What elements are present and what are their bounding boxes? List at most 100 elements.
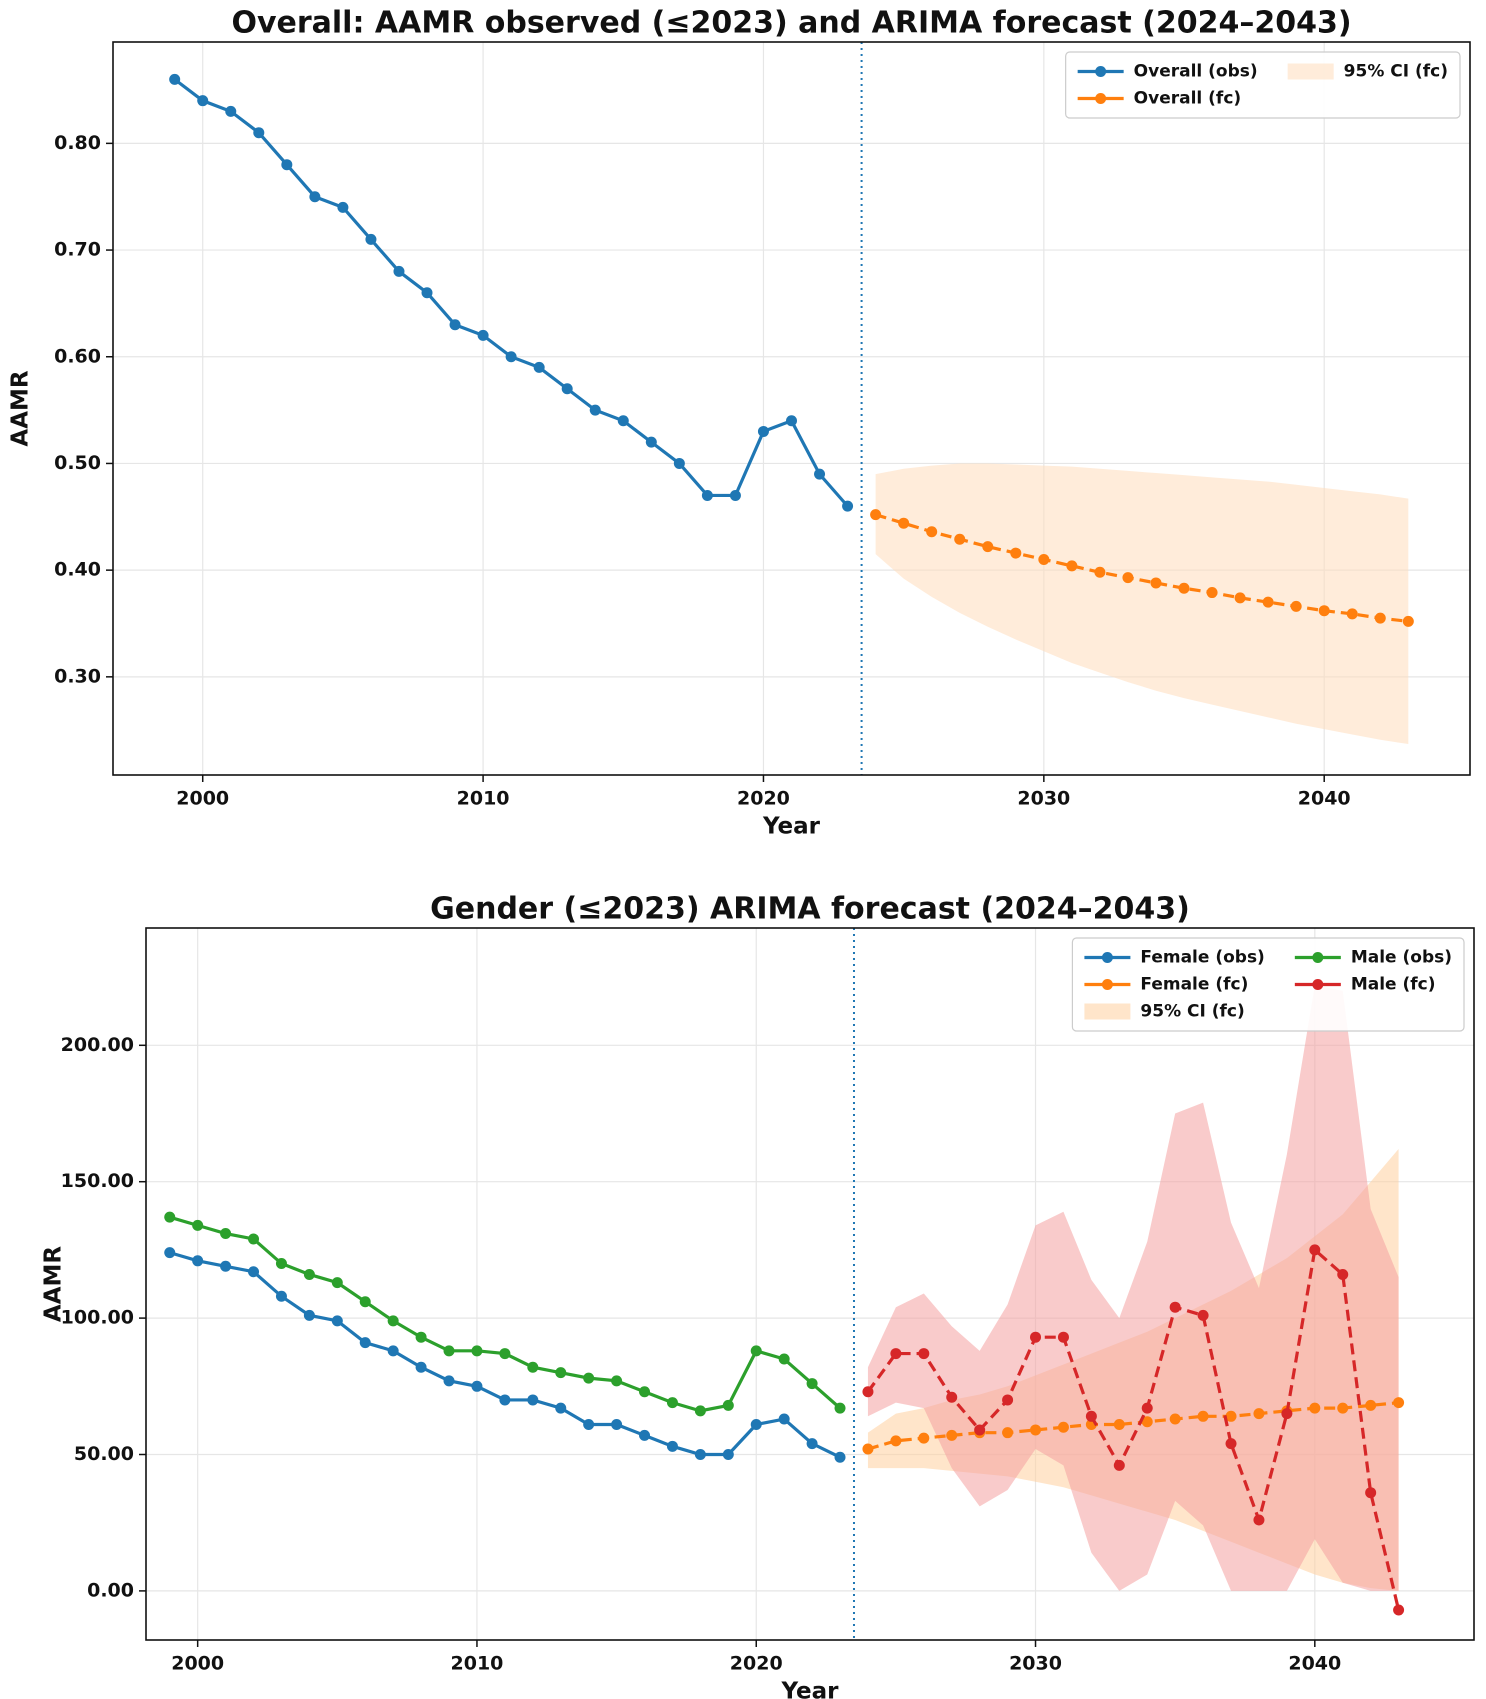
legend-label: Male (obs) <box>1351 948 1452 968</box>
point <box>666 1397 678 1409</box>
legend-label: 95% CI (fc) <box>1344 62 1448 82</box>
point <box>421 287 433 299</box>
point <box>611 1375 623 1387</box>
point <box>1290 600 1302 612</box>
point <box>946 1429 958 1441</box>
point <box>778 1413 790 1425</box>
point <box>169 73 181 85</box>
point <box>834 1451 846 1463</box>
point <box>393 265 405 277</box>
x-tick-label: 2000 <box>176 788 229 810</box>
point <box>192 1219 204 1231</box>
point <box>1094 566 1106 578</box>
legend-label: Male (fc) <box>1351 975 1436 995</box>
point <box>253 127 265 139</box>
y-axis-label: AAMR <box>41 1246 67 1322</box>
series-line <box>866 1246 1401 1611</box>
point <box>842 500 854 512</box>
point <box>694 1405 706 1417</box>
legend-label: Overall (fc) <box>1134 89 1242 109</box>
point <box>806 1438 818 1450</box>
point <box>220 1260 232 1272</box>
point <box>722 1448 734 1460</box>
legend-label: Overall (obs) <box>1134 62 1258 82</box>
point <box>750 1418 762 1430</box>
point <box>1346 608 1358 620</box>
point <box>814 468 826 480</box>
point <box>1010 547 1022 559</box>
point <box>1113 1418 1125 1430</box>
point <box>666 1440 678 1452</box>
point <box>645 436 657 448</box>
legend-swatch <box>1095 66 1107 77</box>
point <box>1030 1331 1042 1343</box>
y-tick-label: 100.00 <box>61 1307 134 1329</box>
y-tick-label: 0.80 <box>54 132 101 154</box>
point <box>890 1435 902 1447</box>
point <box>1085 1410 1097 1422</box>
point <box>1253 1408 1265 1420</box>
point <box>1281 1408 1293 1420</box>
point <box>499 1394 511 1406</box>
point <box>197 95 209 107</box>
point <box>834 1402 846 1414</box>
point <box>862 1386 874 1398</box>
point <box>926 526 938 538</box>
point <box>1141 1402 1153 1414</box>
y-axis-label: AAMR <box>8 370 34 446</box>
point <box>729 489 741 501</box>
point <box>359 1296 371 1308</box>
point <box>946 1391 958 1403</box>
x-tick-label: 2020 <box>737 788 790 810</box>
point <box>1393 1397 1405 1409</box>
point <box>918 1432 930 1444</box>
point <box>1169 1301 1181 1313</box>
point <box>533 361 545 373</box>
x-tick-label: 2040 <box>1288 1653 1341 1675</box>
point <box>477 329 489 341</box>
point <box>555 1402 567 1414</box>
plot-frame <box>112 41 1471 776</box>
point <box>303 1309 315 1321</box>
point <box>275 1290 287 1302</box>
point <box>778 1353 790 1365</box>
point <box>1197 1309 1209 1321</box>
point <box>1057 1331 1069 1343</box>
point <box>1150 577 1162 589</box>
y-tick-label: 0.70 <box>54 239 101 261</box>
point <box>757 425 769 437</box>
point <box>275 1258 287 1270</box>
legend-swatch <box>1101 979 1113 990</box>
point <box>248 1266 260 1278</box>
legend-swatch <box>1287 63 1334 80</box>
y-tick-label: 0.00 <box>87 1579 134 1601</box>
point <box>1309 1244 1321 1256</box>
legend-swatch <box>1095 93 1107 104</box>
point <box>701 489 713 501</box>
point <box>1402 615 1414 627</box>
point <box>1225 1410 1237 1422</box>
chart-title: Overall: AAMR observed (≤2023) and ARIMA… <box>231 6 1351 41</box>
y-tick-label: 0.30 <box>54 665 101 687</box>
x-tick-label: 2020 <box>730 1653 783 1675</box>
point <box>617 415 629 427</box>
point <box>1337 1402 1349 1414</box>
point <box>918 1348 930 1360</box>
y-tick-label: 50.00 <box>74 1443 134 1465</box>
point <box>1002 1427 1014 1439</box>
point <box>1122 572 1134 584</box>
point <box>1141 1416 1153 1428</box>
point <box>1309 1402 1321 1414</box>
point <box>954 533 966 545</box>
chart-title: Gender (≤2023) ARIMA forecast (2024–2043… <box>430 892 1190 927</box>
legend-label: 95% CI (fc) <box>1140 1002 1244 1022</box>
x-tick-label: 2010 <box>451 1653 504 1675</box>
point <box>309 191 321 203</box>
x-tick-label: 2010 <box>457 788 510 810</box>
legend-label: Female (obs) <box>1140 948 1264 968</box>
y-tick-label: 0.40 <box>54 559 101 581</box>
point <box>331 1277 343 1289</box>
point <box>415 1331 427 1343</box>
point <box>387 1315 399 1327</box>
point <box>806 1378 818 1390</box>
